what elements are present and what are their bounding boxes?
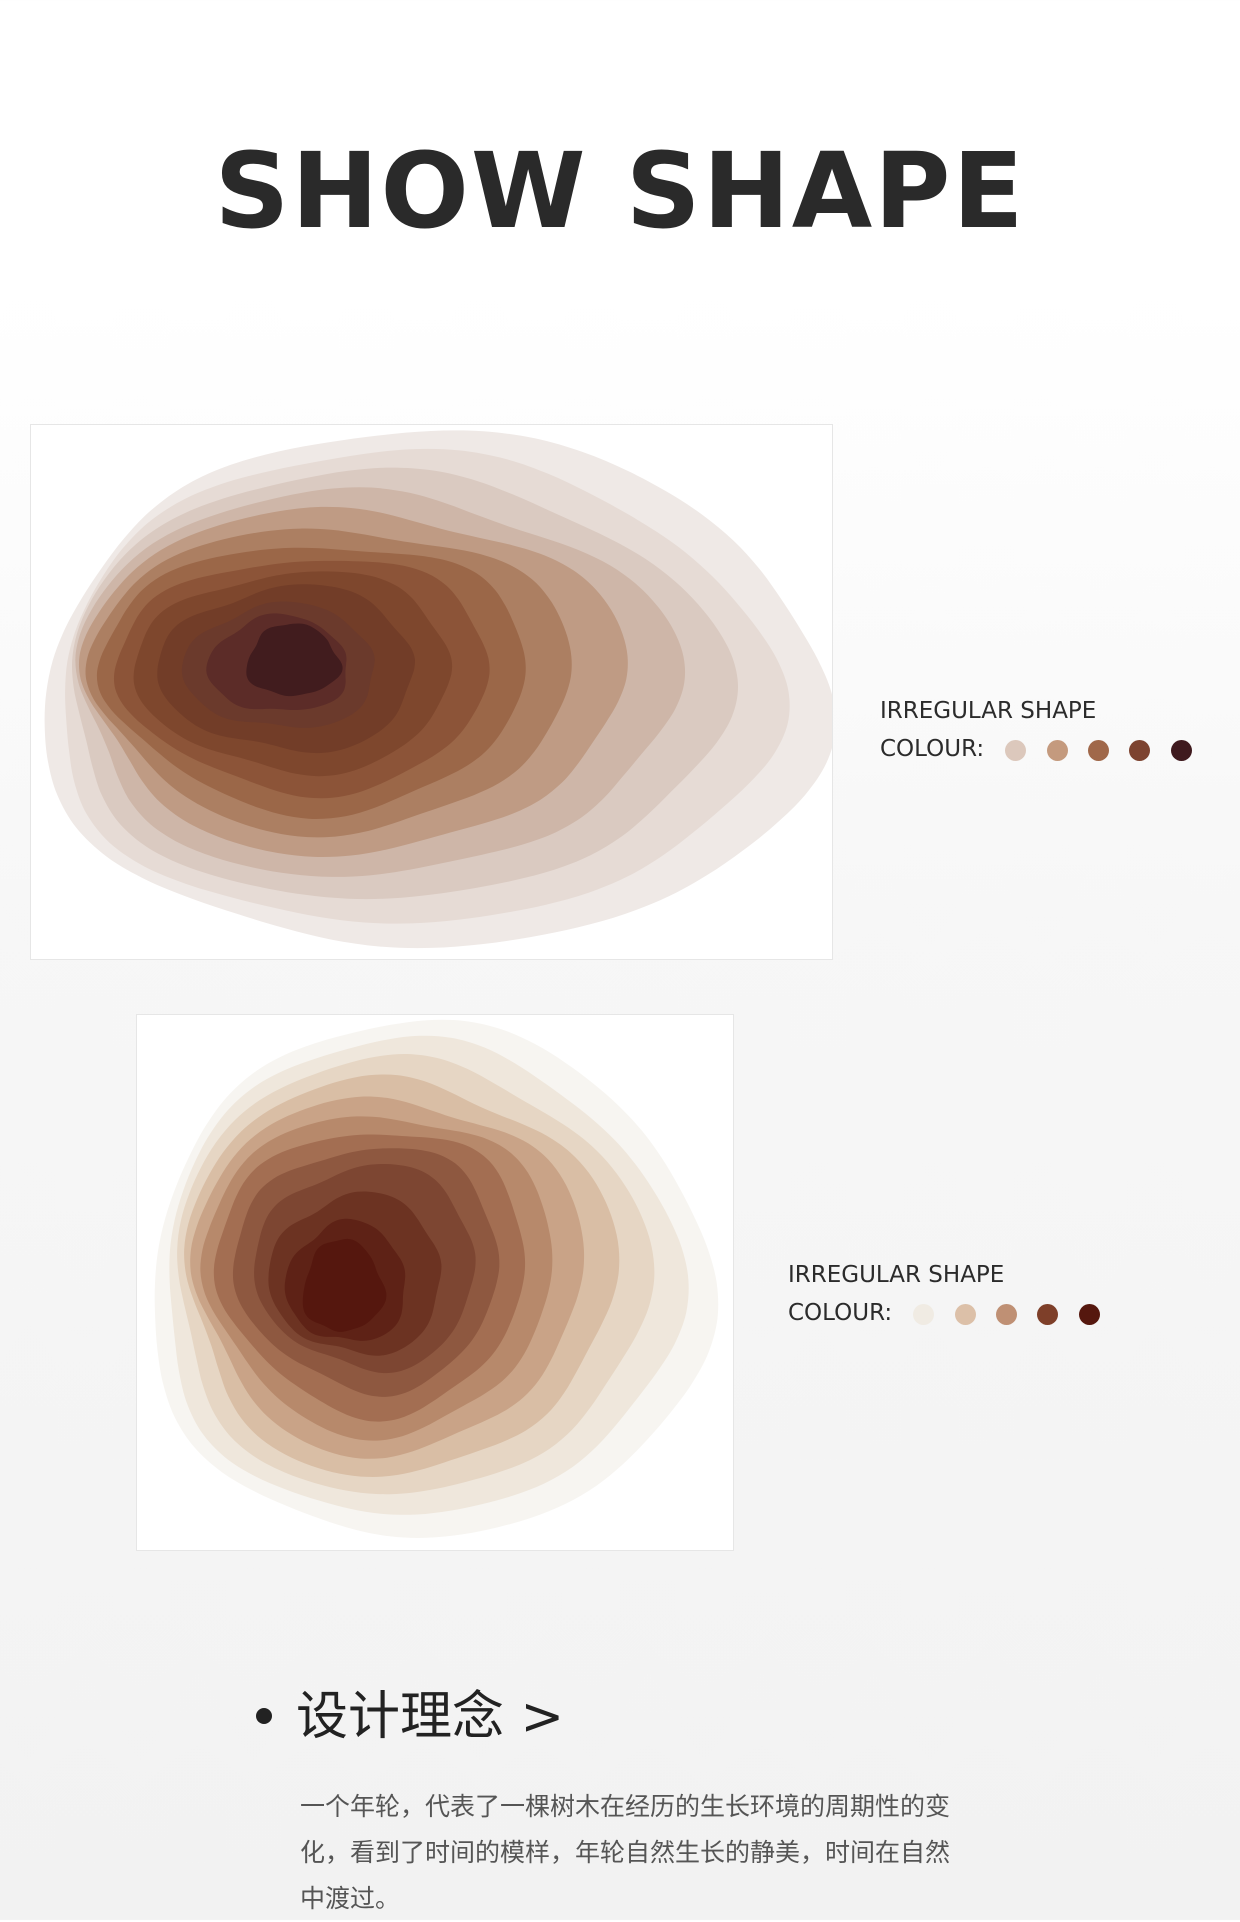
colour-label: COLOUR:: [880, 736, 985, 762]
colour-row: COLOUR:: [880, 730, 1205, 769]
color-swatch[interactable]: [1005, 739, 1027, 761]
rug-image-1[interactable]: [30, 424, 833, 960]
color-swatch[interactable]: [1129, 739, 1151, 761]
product-spec-1: IRREGULAR SHAPE COLOUR:: [880, 692, 1205, 769]
colour-row: COLOUR:: [788, 1294, 1113, 1333]
page-title: SHOW SHAPE: [214, 130, 1026, 252]
concept-heading-text: 设计理念 >: [296, 1687, 565, 1747]
product-spec-2: IRREGULAR SHAPE COLOUR:: [788, 1256, 1113, 1333]
design-concept-text: 一个年轮，代表了一棵树木在经历的生长环境的周期性的变化，看到了时间的模样，年轮自…: [300, 1792, 951, 1913]
design-concept-heading[interactable]: 设计理念 >: [256, 1682, 564, 1752]
bullet-icon: [256, 1708, 272, 1724]
shape-label: IRREGULAR SHAPE: [880, 698, 1097, 724]
color-swatch[interactable]: [996, 1303, 1018, 1325]
color-swatch[interactable]: [1046, 739, 1068, 761]
tree-ring-rug-graphic: [44, 430, 832, 949]
rug-ring: [246, 623, 343, 697]
rug-ring: [302, 1238, 387, 1332]
colour-swatches: [1005, 731, 1204, 769]
shape-label: IRREGULAR SHAPE: [788, 1262, 1005, 1288]
color-swatch[interactable]: [1037, 1303, 1059, 1325]
color-swatch[interactable]: [1088, 739, 1110, 761]
color-swatch[interactable]: [1170, 739, 1192, 761]
colour-swatches: [913, 1295, 1112, 1333]
color-swatch[interactable]: [913, 1303, 935, 1325]
color-swatch[interactable]: [954, 1303, 976, 1325]
colour-label: COLOUR:: [788, 1300, 893, 1326]
color-swatch[interactable]: [1078, 1303, 1100, 1325]
rug-image-2[interactable]: [136, 1014, 734, 1551]
tree-ring-rug-graphic: [154, 1019, 719, 1538]
